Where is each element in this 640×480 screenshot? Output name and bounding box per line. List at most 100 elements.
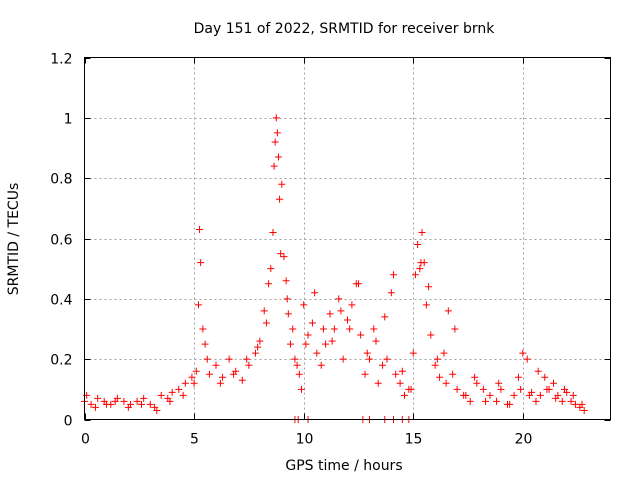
data-point (137, 400, 145, 408)
data-point (317, 361, 325, 369)
data-point (280, 253, 288, 261)
data-point (407, 385, 415, 393)
x-tick-label: 0 (81, 432, 90, 448)
data-point (365, 355, 373, 363)
data-point (304, 331, 312, 339)
data-point (196, 225, 204, 233)
data-point (453, 385, 461, 393)
data-point (462, 391, 470, 399)
data-point (283, 295, 291, 303)
data-point (311, 289, 319, 297)
data-point (580, 406, 588, 414)
data-point (471, 373, 479, 381)
data-point (272, 114, 280, 122)
y-tick-label: 0.4 (50, 293, 72, 309)
data-point (300, 301, 308, 309)
data-point (289, 325, 297, 333)
axis-ticks: 0 0.2 0.4 0.6 0.8 1 1.2 0 5 10 15 20 (50, 52, 611, 448)
data-point (308, 319, 316, 327)
data-point (197, 259, 205, 267)
data-point (243, 355, 251, 363)
data-point (276, 195, 284, 203)
data-point (519, 349, 527, 357)
data-point (486, 391, 494, 399)
data-point (525, 391, 533, 399)
data-point (270, 162, 278, 170)
data-point (124, 403, 132, 411)
data-point (479, 385, 487, 393)
y-tick-label: 0 (64, 414, 73, 430)
data-point (267, 265, 275, 273)
data-point (532, 397, 540, 405)
y-tick-label: 1 (64, 112, 73, 128)
data-point (335, 295, 343, 303)
data-point (523, 355, 531, 363)
x-tick-label: 10 (296, 432, 314, 448)
data-point (181, 379, 189, 387)
data-point (374, 379, 382, 387)
data-point (510, 391, 518, 399)
data-point (517, 385, 525, 393)
x-tick-label: 5 (190, 432, 199, 448)
data-point (473, 379, 481, 387)
data-point (295, 370, 303, 378)
data-point (372, 337, 380, 345)
data-point (94, 394, 102, 402)
data-point (322, 340, 330, 348)
data-point (291, 355, 299, 363)
x-tick-label: 20 (515, 432, 533, 448)
data-point (254, 343, 262, 351)
data-point (273, 129, 281, 137)
data-point (330, 325, 338, 333)
data-point (543, 385, 551, 393)
data-point (256, 337, 264, 345)
x-tick-label: 15 (405, 432, 423, 448)
data-point (411, 271, 419, 279)
data-point (409, 349, 417, 357)
data-point (379, 361, 387, 369)
data-point (277, 250, 285, 258)
data-point (383, 355, 391, 363)
data-point (111, 397, 119, 405)
y-tick-label: 1.2 (50, 52, 72, 68)
data-point (344, 316, 351, 324)
data-point (140, 394, 148, 402)
data-point (194, 301, 202, 309)
data-point (146, 400, 154, 408)
y-axis-label: SRMTID / TECUs (6, 183, 22, 296)
data-point (313, 349, 321, 357)
data-point (569, 391, 577, 399)
data-point (337, 307, 345, 315)
data-point (552, 394, 560, 402)
data-point (348, 301, 356, 309)
data-point (346, 325, 354, 333)
data-point (431, 361, 439, 369)
data-point (396, 379, 404, 387)
data-point (571, 400, 579, 408)
data-point (451, 325, 459, 333)
data-point (370, 325, 378, 333)
data-point (302, 340, 310, 348)
data-point (442, 379, 450, 387)
data-point (328, 337, 336, 345)
data-point (262, 319, 270, 327)
data-point (398, 367, 406, 375)
data-point (91, 403, 99, 411)
data-point (133, 397, 141, 405)
data-point (578, 400, 586, 408)
data-points (81, 114, 588, 423)
data-point (506, 400, 514, 408)
chart-title: Day 151 of 2022, SRMTID for receiver brn… (194, 21, 496, 37)
data-point (284, 310, 292, 318)
data-point (238, 376, 246, 384)
data-point (361, 370, 369, 378)
data-point (175, 385, 183, 393)
data-point (514, 373, 522, 381)
data-point (87, 400, 95, 408)
data-point (278, 180, 286, 188)
data-point (188, 373, 196, 381)
x-axis-label: GPS time / hours (285, 458, 402, 474)
data-point (390, 271, 398, 279)
data-point (339, 355, 347, 363)
